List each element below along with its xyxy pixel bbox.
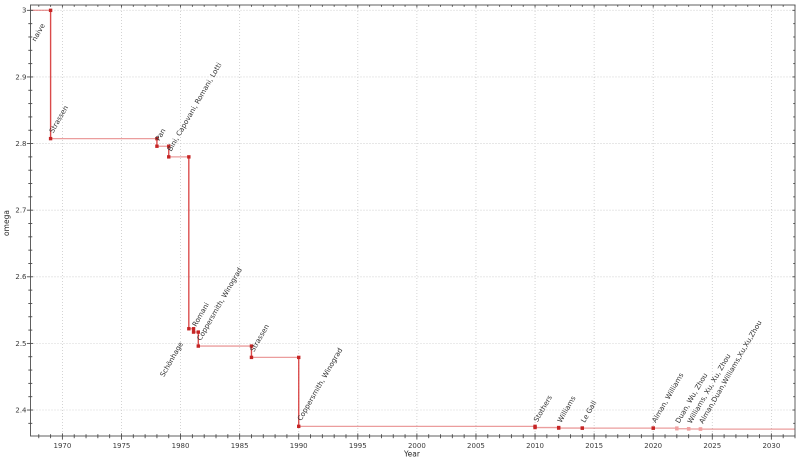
data-point-marker: [686, 427, 691, 431]
data-point-marker: [249, 344, 254, 348]
point-label: Strassen: [249, 323, 271, 353]
data-point-marker: [196, 344, 200, 348]
x-tick-label: 1975: [113, 442, 131, 450]
y-tick-label: 2.6: [15, 273, 27, 281]
point-label: Bini, Capovani, Romani, Lotti: [166, 61, 223, 153]
x-tick-label: 2020: [644, 442, 662, 450]
x-tick-label: 2010: [526, 442, 544, 450]
data-point-marker: [155, 136, 159, 141]
data-point-marker: [580, 426, 585, 430]
y-tick-label: 2.7: [15, 207, 26, 215]
x-tick-label: 1995: [349, 442, 367, 450]
point-label: Williams: [556, 394, 578, 424]
gridlines: [30, 5, 795, 436]
x-tick-label: 2000: [408, 442, 426, 450]
data-point-marker: [698, 427, 703, 431]
point-label: Pan: [154, 127, 167, 142]
y-tick-label: 2.4: [15, 406, 27, 414]
data-point-marker: [297, 355, 301, 360]
data-point-marker: [297, 424, 301, 429]
x-tick-label: 2015: [585, 442, 603, 450]
y-axis-label: omega: [2, 210, 11, 236]
step-line-drops: [49, 10, 300, 427]
data-point-marker: [48, 136, 53, 141]
y-tick-label: 2.9: [15, 73, 26, 81]
data-point-marker: [533, 425, 537, 430]
x-tick-label: 1970: [53, 442, 71, 450]
point-label: naive: [30, 22, 46, 43]
data-point-marker: [48, 8, 53, 13]
point-label: Stothers: [532, 394, 554, 424]
data-point-marker: [167, 144, 171, 148]
data-point-marker: [187, 327, 191, 331]
x-tick-label: 1990: [290, 442, 308, 450]
x-axis-label: Year: [403, 450, 421, 459]
y-tick-label: 2.5: [15, 340, 26, 348]
point-label: Alman,Duan,Williams,Xu,Xu,Zhou: [698, 319, 764, 425]
axes: 1970 1975 1980 1985 1990 1995 2000 2005 2010 2015…: [15, 4, 796, 450]
point-label: Le Gall: [580, 399, 599, 424]
data-point-marker: [675, 427, 679, 431]
step-line-series: [30, 8, 795, 431]
data-point-marker: [191, 330, 196, 334]
x-tick-label: 2005: [467, 442, 485, 450]
step-line: [30, 9, 795, 430]
x-tick-label: 1985: [231, 442, 249, 450]
y-tick-label: 2.8: [15, 140, 26, 148]
data-point-marker: [249, 355, 254, 360]
data-point-marker: [556, 426, 561, 430]
data-point-marker: [167, 155, 171, 159]
x-tick-label: 2025: [703, 442, 721, 450]
data-point-marker: [155, 144, 159, 148]
x-tick-label: 1980: [172, 442, 190, 450]
data-point-marker: [651, 426, 655, 430]
point-label: Coppersmith, Winograd: [296, 347, 344, 423]
y-tick-label: 3: [22, 7, 26, 15]
data-point-marker: [191, 327, 196, 331]
point-label: Schönhage: [159, 341, 185, 379]
x-tick-label: 2030: [762, 442, 780, 450]
data-point-marker: [187, 155, 191, 159]
data-point-marker: [196, 330, 200, 334]
